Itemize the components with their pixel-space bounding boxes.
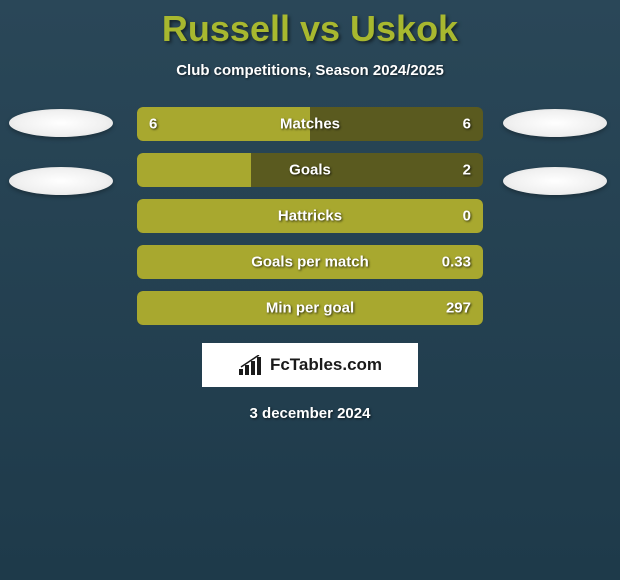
bar-label: Goals per match (251, 254, 369, 271)
player-right-col (503, 107, 611, 195)
stat-bar-row: Goals per match 0.33 (137, 245, 483, 279)
main-container: Russell vs Uskok Club competitions, Seas… (0, 0, 620, 422)
stat-bar-row: Min per goal 297 (137, 291, 483, 325)
stat-bars: 6 Matches 6 Goals 2 Hattricks 0 Goals per match… (137, 107, 483, 325)
bar-fill (137, 153, 251, 187)
player-right-oval-2 (503, 167, 607, 195)
bar-value-right: 0.33 (442, 254, 471, 271)
page-title: Russell vs Uskok (0, 8, 620, 50)
bar-value-right: 0 (463, 208, 471, 225)
bar-label: Hattricks (278, 208, 342, 225)
bar-value-right: 2 (463, 162, 471, 179)
bar-value-right: 6 (463, 116, 471, 133)
logo-chart-icon (238, 355, 264, 375)
date-text: 3 december 2024 (0, 405, 620, 422)
bar-label: Min per goal (266, 300, 354, 317)
bar-label: Matches (280, 116, 340, 133)
logo-text: FcTables.com (270, 355, 382, 375)
player-left-col (9, 107, 117, 195)
stat-bar-row: 6 Matches 6 (137, 107, 483, 141)
stats-area: 6 Matches 6 Goals 2 Hattricks 0 Goals per match… (0, 107, 620, 325)
logo-box: FcTables.com (202, 343, 418, 387)
bar-value-left: 6 (149, 116, 157, 133)
stat-bar-row: Goals 2 (137, 153, 483, 187)
stat-bar-row: Hattricks 0 (137, 199, 483, 233)
player-left-oval-1 (9, 109, 113, 137)
player-left-oval-2 (9, 167, 113, 195)
page-subtitle: Club competitions, Season 2024/2025 (0, 62, 620, 79)
bar-label: Goals (289, 162, 331, 179)
player-right-oval-1 (503, 109, 607, 137)
bar-value-right: 297 (446, 300, 471, 317)
